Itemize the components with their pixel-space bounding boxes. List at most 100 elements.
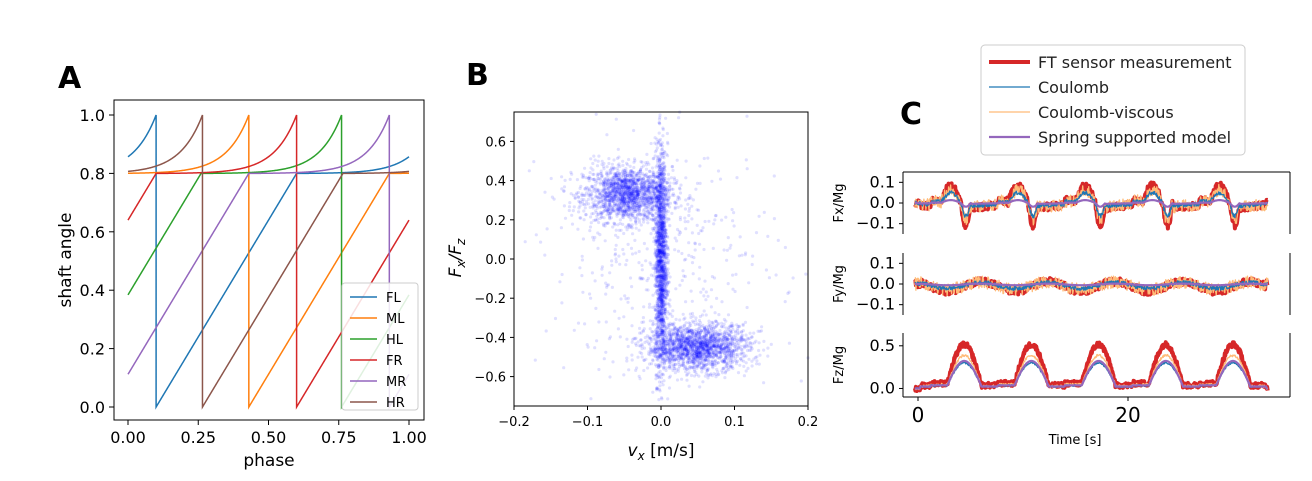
panel-b-point (641, 177, 645, 181)
panel-b-point (685, 367, 689, 371)
panel-b-point (626, 206, 631, 210)
panel-b-point (612, 222, 617, 226)
panel-b-point (630, 188, 634, 192)
panel-b-point (680, 278, 684, 283)
panel-b-point (603, 201, 607, 206)
panel-b-point (661, 127, 665, 132)
panel-b-point (639, 177, 643, 181)
panel-b-point (709, 305, 714, 309)
panel-b-point (697, 364, 701, 368)
panel-b-point (655, 146, 659, 150)
panel-b-point (700, 370, 704, 374)
panel-b-point (604, 200, 608, 204)
panel-b-point (579, 184, 583, 188)
panel-b-point (724, 319, 728, 323)
panel-b-point (610, 189, 615, 193)
panel-a-xlabel: phase (243, 451, 294, 471)
panel-b-point (595, 164, 600, 168)
panel-b-point (664, 297, 668, 301)
panel-b-point (648, 169, 652, 173)
panel-b-point (632, 170, 637, 175)
panel-b-point (649, 193, 653, 197)
panel-b-point (669, 335, 673, 339)
panel-b-point (602, 181, 606, 185)
panel-b-point (697, 318, 702, 323)
panel-b-point (657, 349, 662, 353)
panel-b-point (632, 200, 636, 204)
panel-b-point (617, 188, 621, 192)
panel-b-point (667, 195, 671, 199)
panel-b-point (616, 186, 620, 190)
panel-b-point (617, 172, 622, 176)
panel-b-point (635, 213, 640, 217)
panel-b-point (631, 183, 635, 187)
panel-b-point (591, 172, 595, 176)
panel-b-point (731, 327, 735, 332)
panel-b-point (703, 219, 707, 224)
panel-b-point (639, 169, 643, 173)
panel-b-point (630, 353, 634, 357)
panel-b-point (604, 191, 608, 195)
panel-b-point (656, 325, 660, 329)
panel-b-point (690, 360, 694, 364)
panel-b-point (766, 234, 770, 238)
panel-b-point (587, 176, 591, 180)
panel-b-point (639, 160, 643, 164)
panel-a-xtick-label: 0.00 (110, 428, 146, 447)
panel-b-point (626, 188, 630, 192)
panel-b-point (601, 198, 605, 202)
panel-b-point (622, 192, 626, 196)
panel-b-point (709, 329, 713, 333)
panel-b-point (625, 192, 630, 196)
panel-b-point (580, 274, 584, 278)
panel-b-point (626, 213, 631, 217)
panel-b-point (714, 320, 719, 324)
panel-b-point (636, 193, 640, 197)
panel-b-point (628, 192, 632, 196)
panel-b-point (648, 174, 652, 179)
panel-b-point (673, 207, 677, 211)
panel-b-point (596, 189, 600, 193)
panel-b-point (626, 200, 630, 204)
panel-b-point (653, 350, 658, 354)
panel-b-point (695, 181, 700, 185)
panel-b-point (591, 186, 595, 190)
panel-b-point (646, 160, 650, 164)
panel-b-point (687, 206, 692, 211)
panel-b-point (611, 184, 616, 188)
panel-b-point (681, 328, 685, 332)
panel-b-point (523, 240, 527, 244)
panel-b-point (644, 210, 648, 215)
panel-b-point (747, 357, 751, 361)
panel-b-point (634, 222, 638, 226)
panel-b-point (610, 263, 614, 267)
panel-b-point (722, 346, 726, 350)
panel-b-point (695, 344, 699, 348)
panel-b-point (636, 177, 640, 181)
panel-b-point (619, 206, 624, 210)
panel-b-point (742, 354, 747, 358)
panel-b-point (629, 218, 633, 222)
panel-b-point (663, 344, 668, 348)
panel-b-point (603, 188, 608, 192)
panel-b-point (623, 184, 628, 188)
panel-b-point (667, 195, 672, 199)
panel-b-point (766, 346, 770, 350)
panel-b-point (619, 177, 623, 181)
panel-b-point (597, 320, 601, 324)
panel-b-point (709, 288, 714, 292)
panel-b-point (626, 203, 630, 207)
panel-b-point (647, 162, 651, 166)
panel-b-point (590, 212, 594, 216)
panel-b-point (722, 351, 726, 355)
panel-b-point (623, 209, 627, 213)
panel-b-point (630, 170, 634, 174)
panel-b-point (684, 345, 688, 349)
panel-b-point (618, 208, 622, 212)
panel-b-point (708, 341, 712, 345)
panel-b-point (645, 194, 649, 198)
panel-b-point (600, 200, 604, 204)
panel-b-point (654, 186, 658, 190)
panel-b-point (658, 172, 662, 176)
panel-b-point (617, 197, 621, 201)
